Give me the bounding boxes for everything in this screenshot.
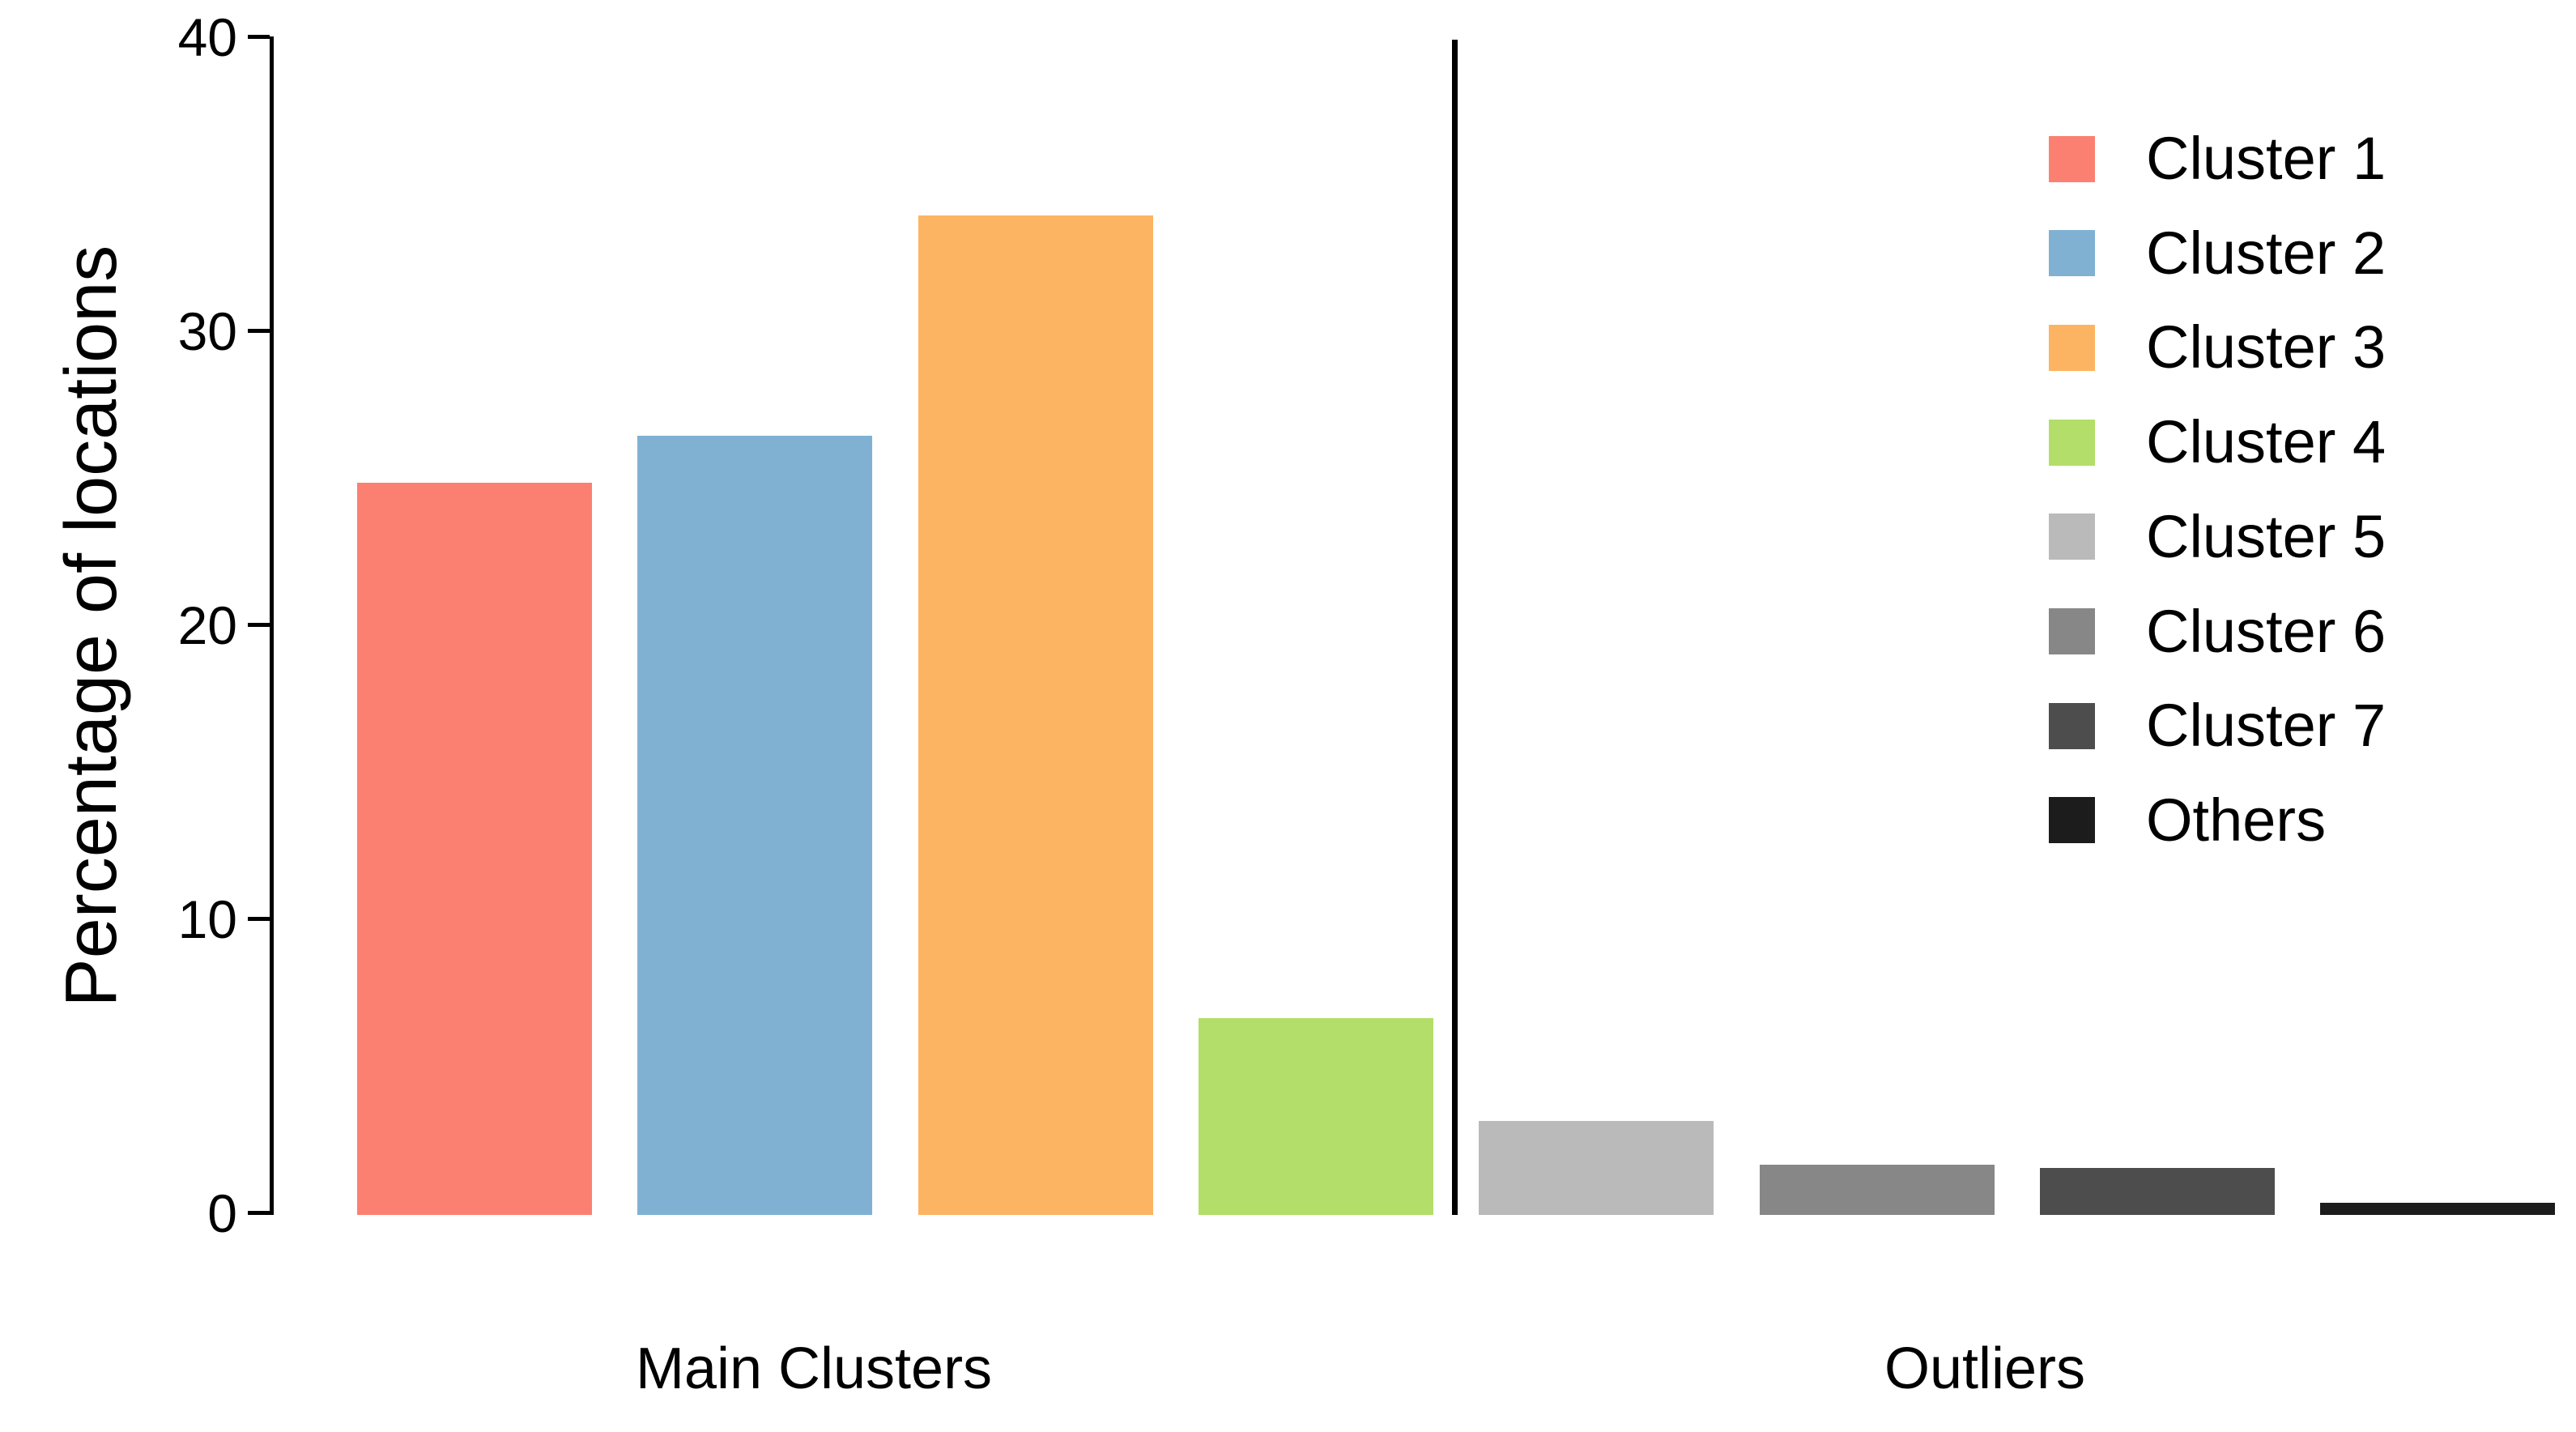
legend-label-others: Others	[2146, 786, 2327, 854]
y-tick-mark-10	[248, 917, 270, 921]
y-tick-mark-0	[248, 1211, 270, 1215]
legend-label-cluster-5: Cluster 5	[2146, 503, 2387, 570]
bar-cluster-6	[1760, 1165, 1995, 1215]
legend-swatch-cluster-1	[2049, 136, 2095, 182]
group-divider-line	[1452, 40, 1458, 1215]
bar-cluster-5	[1479, 1121, 1714, 1215]
bar-cluster-3	[918, 215, 1153, 1215]
bar-cluster-4	[1199, 1018, 1433, 1215]
y-tick-mark-40	[248, 35, 270, 39]
bar-cluster-1	[357, 483, 592, 1215]
y-axis-line	[270, 36, 274, 1215]
legend-swatch-others	[2049, 797, 2095, 843]
y-tick-label-20: 20	[177, 595, 237, 655]
x-group-label-outliers: Outliers	[1884, 1336, 2086, 1401]
legend-swatch-cluster-3	[2049, 325, 2095, 371]
bar-others	[2320, 1203, 2555, 1215]
legend-label-cluster-4: Cluster 4	[2146, 408, 2387, 475]
y-tick-label-40: 40	[177, 7, 237, 67]
legend-label-cluster-1: Cluster 1	[2146, 125, 2387, 192]
bar-cluster-2	[637, 436, 872, 1215]
legend-label-cluster-7: Cluster 7	[2146, 692, 2387, 759]
legend-swatch-cluster-5	[2049, 514, 2095, 560]
y-tick-mark-30	[248, 329, 270, 333]
legend-label-cluster-3: Cluster 3	[2146, 313, 2387, 381]
legend-swatch-cluster-4	[2049, 420, 2095, 466]
y-tick-label-30: 30	[177, 301, 237, 361]
legend-label-cluster-2: Cluster 2	[2146, 219, 2387, 287]
y-tick-label-10: 10	[177, 889, 237, 949]
y-tick-mark-20	[248, 623, 270, 627]
y-tick-label-0: 0	[207, 1183, 237, 1243]
legend-swatch-cluster-7	[2049, 703, 2095, 749]
x-group-label-main-clusters: Main Clusters	[635, 1336, 993, 1401]
legend-swatch-cluster-2	[2049, 230, 2095, 276]
bar-cluster-7	[2040, 1168, 2275, 1215]
legend-label-cluster-6: Cluster 6	[2146, 598, 2387, 665]
legend-swatch-cluster-6	[2049, 608, 2095, 654]
